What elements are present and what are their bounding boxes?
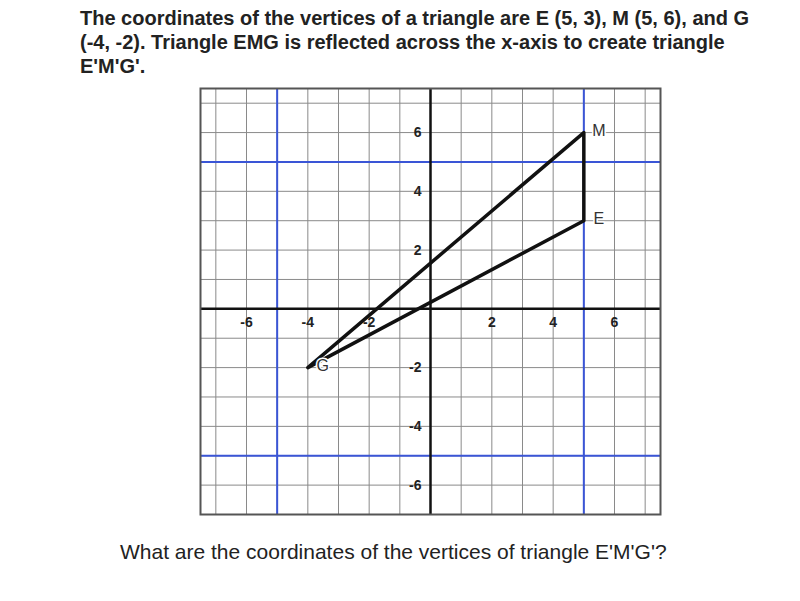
svg-text:6: 6 <box>414 124 422 140</box>
svg-text:2: 2 <box>488 314 496 330</box>
svg-text:4: 4 <box>549 314 557 330</box>
svg-text:-4: -4 <box>409 418 422 434</box>
svg-text:4: 4 <box>414 183 422 199</box>
html-text:What are the coordinates of th: What are the coordinates of the vertices… <box>120 540 667 563</box>
svg-text:M: M <box>592 122 605 139</box>
svg-text:E: E <box>593 210 604 227</box>
svg-text:-2: -2 <box>409 359 422 375</box>
svg-text:2: 2 <box>414 242 422 258</box>
svg-text:-4: -4 <box>302 314 315 330</box>
svg-text:-2: -2 <box>362 314 376 331</box>
svg-text:-6: -6 <box>240 314 253 330</box>
svg-text:6: 6 <box>611 314 619 330</box>
svg-text:-6: -6 <box>409 477 422 493</box>
html-text:The coordinates of the vertice: The coordinates of the vertices of a tri… <box>80 7 750 77</box>
svg-text:G: G <box>317 357 329 374</box>
